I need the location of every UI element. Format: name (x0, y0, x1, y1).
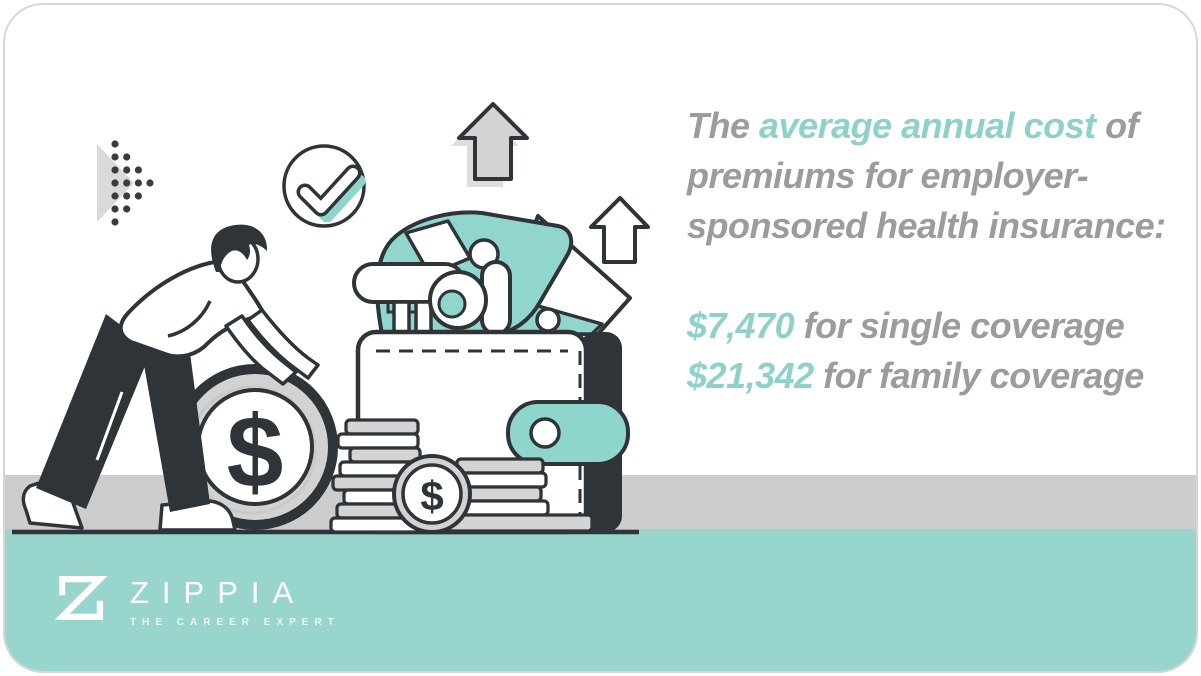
dots-triangle (97, 140, 154, 226)
stat-single-label: for single coverage (794, 305, 1125, 346)
headline: The average annual cost of premiums for … (687, 101, 1167, 251)
headline-highlight: average annual cost (759, 105, 1096, 146)
stat-family-label: for family coverage (813, 355, 1144, 396)
headline-line-2: premiums for employer- (687, 155, 1089, 196)
checkmark-icon (282, 144, 366, 228)
footer-bar: ZIPPIA THE CAREER EXPERT (5, 529, 1196, 671)
wallet-clasp (506, 400, 630, 466)
infographic-card: ZIPPIA THE CAREER EXPERT (3, 3, 1198, 673)
up-arrow-icon-small (589, 196, 650, 264)
ground-band (5, 475, 1196, 533)
zippia-z-icon (54, 575, 108, 621)
up-arrow-icon-large (451, 102, 529, 187)
brand-name: ZIPPIA (130, 575, 307, 610)
stat-family-value: $21,342 (687, 355, 814, 396)
headline-suffix: of (1095, 105, 1139, 146)
headline-line-1: The average annual cost of (687, 101, 1167, 151)
text-panel: The average annual cost of premiums for … (687, 101, 1167, 401)
stats: $7,470 for single coverage $21,342 for f… (687, 301, 1167, 401)
brand-text-block: ZIPPIA THE CAREER EXPERT (130, 571, 340, 628)
zippia-logo: ZIPPIA THE CAREER EXPERT (54, 571, 340, 628)
headline-line-3: sponsored health insurance: (687, 205, 1166, 246)
brand-tagline: THE CAREER EXPERT (130, 617, 340, 628)
headline-prefix: The (687, 105, 760, 146)
stat-single-coverage: $7,470 for single coverage (687, 301, 1167, 351)
stat-single-value: $7,470 (687, 305, 795, 346)
stat-family-coverage: $21,342 for family coverage (687, 351, 1167, 401)
cash-icon (352, 210, 632, 336)
